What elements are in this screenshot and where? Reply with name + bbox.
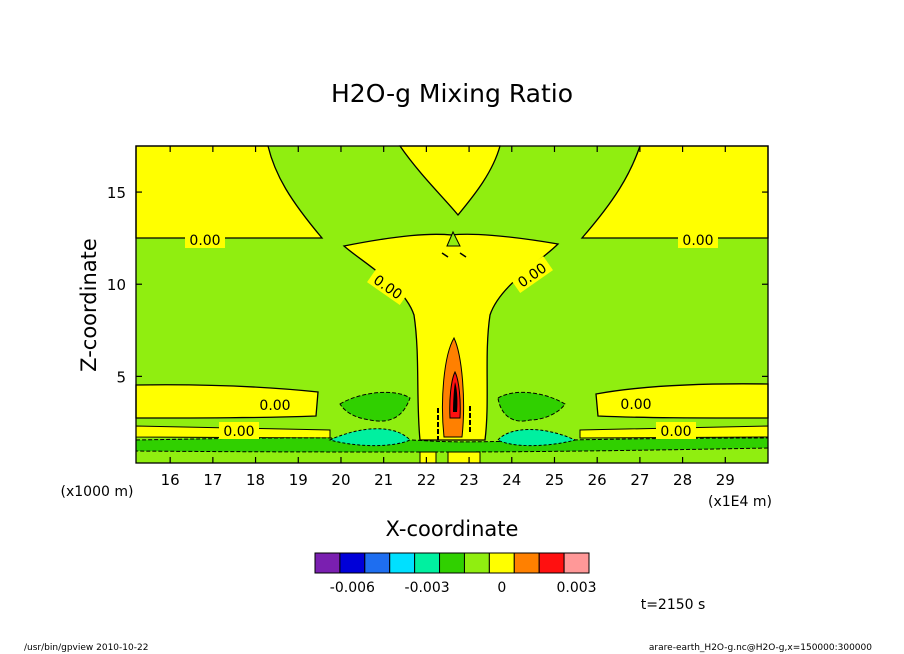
contour-label: 0.00 <box>185 231 225 249</box>
colorbar-tick-label: 0 <box>497 580 506 596</box>
field-region-low-cyan-right <box>497 429 577 447</box>
field-region-base-right <box>447 451 481 464</box>
x-tick-label: 18 <box>246 471 265 489</box>
x-tick-label: 20 <box>331 471 350 489</box>
field-region-core-max <box>453 382 458 412</box>
x-tick-label: 25 <box>545 471 564 489</box>
y-axis-label: Z-coordinate <box>77 238 101 372</box>
field-region-lobe-left <box>339 391 411 422</box>
field-region-lobe-right <box>497 391 566 422</box>
x-tick-label: 26 <box>588 471 607 489</box>
colorbar-swatch <box>513 552 540 574</box>
y-axis-unit: (x1000 m) <box>61 484 134 500</box>
contour-label-text: 0.00 <box>682 233 713 249</box>
footer-left: /usr/bin/gpview 2010-10-22 <box>24 643 148 653</box>
x-tick-label: 16 <box>161 471 180 489</box>
x-tick-label: 22 <box>417 471 436 489</box>
colorbar-swatch <box>389 552 416 574</box>
x-tick-label: 29 <box>716 471 735 489</box>
colorbar-swatch <box>314 552 341 574</box>
colorbar: -0.006 -0.003 0 0.003 <box>314 552 597 596</box>
plot-area: 0.00 0.000.00 0.000.00 0.000.00 0.00 <box>135 145 769 464</box>
field-region-upper-left <box>135 145 324 239</box>
time-label: t=2150 s <box>641 597 706 613</box>
x-tick-label: 28 <box>673 471 692 489</box>
contour-label: 0.00 <box>616 395 656 413</box>
contour-label-text: 0.00 <box>189 233 220 249</box>
field-region-upper-right <box>580 145 769 239</box>
colorbar-swatch <box>414 552 441 574</box>
contour-label-text: 0.00 <box>660 424 691 440</box>
colorbar-swatch <box>488 552 515 574</box>
colorbar-swatch <box>364 552 391 574</box>
colorbar-swatch <box>463 552 490 574</box>
colorbar-swatch <box>538 552 565 574</box>
x-tick-label: 24 <box>502 471 521 489</box>
y-axis: 5 10 15 <box>107 184 768 386</box>
x-axis: 16 17 18 19 20 21 22 23 24 25 26 27 28 29 <box>161 146 735 489</box>
contour-label: 0.00 <box>255 396 295 414</box>
footer-right: arare-earth_H2O-g.nc@H2O-g,x=150000:3000… <box>649 643 872 653</box>
contour-label-text: 0.00 <box>620 397 651 413</box>
y-tick-label: 10 <box>107 276 126 294</box>
colorbar-tick-label: -0.006 <box>330 580 375 596</box>
contour-label-text: 0.00 <box>223 424 254 440</box>
colorbar-swatch <box>439 552 465 574</box>
colorbar-tick-label: 0.003 <box>556 580 596 596</box>
x-tick-label: 19 <box>289 471 308 489</box>
x-tick-label: 23 <box>460 471 479 489</box>
x-tick-label: 21 <box>374 471 393 489</box>
field-region-top-center <box>398 145 501 217</box>
x-axis-label: X-coordinate <box>386 517 519 541</box>
y-tick-label: 5 <box>116 368 126 386</box>
colorbar-swatch <box>563 552 590 574</box>
chart-title: H2O-g Mixing Ratio <box>331 79 573 108</box>
field-region-plume-notch <box>446 230 461 247</box>
x-tick-label: 17 <box>203 471 222 489</box>
contour-mark-b <box>459 252 467 258</box>
contour-label-text: 0.00 <box>259 398 290 414</box>
colorbar-tick-label: -0.003 <box>405 580 450 596</box>
contour-label: 0.00 <box>678 231 718 249</box>
contour-mark-a <box>441 252 449 258</box>
contour-label: 0.00 <box>219 422 259 440</box>
plot-frame <box>135 145 769 464</box>
x-tick-label: 27 <box>630 471 649 489</box>
x-axis-unit: (x1E4 m) <box>708 494 772 510</box>
field-region-low-cyan-left <box>328 428 411 447</box>
y-tick-label: 15 <box>107 184 126 202</box>
contour-label: 0.00 <box>656 422 696 440</box>
colorbar-swatch <box>339 552 366 574</box>
field-region-base-left <box>419 451 437 464</box>
